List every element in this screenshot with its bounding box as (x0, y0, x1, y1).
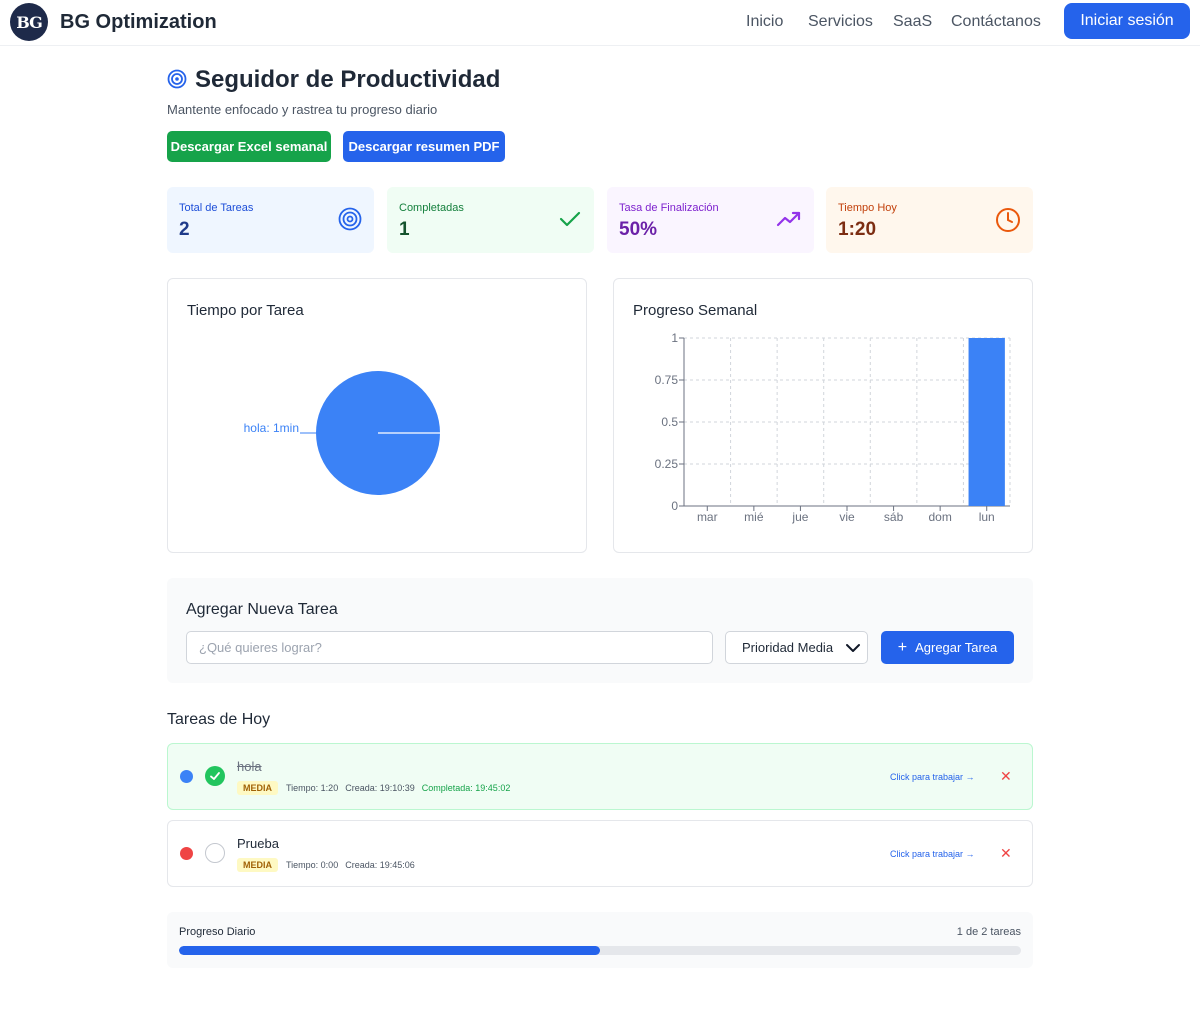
x-tick-label: dom (928, 510, 951, 524)
priority-badge: MEDIA (237, 858, 278, 872)
task-color-dot (180, 770, 193, 783)
progress-count: 1 de 2 tareas (956, 926, 1021, 938)
progress-label: Progreso Diario (179, 926, 256, 938)
pie-chart-card: Tiempo por Tarea hola: 1min (167, 278, 587, 553)
plus-icon: + (897, 638, 908, 656)
task-meta: MEDIA Tiempo: 1:20 Creada: 19:10:39 Comp… (237, 781, 517, 795)
delete-task-icon[interactable]: ✕ (1000, 845, 1012, 861)
daily-progress-card: Progreso Diario 1 de 2 tareas (167, 912, 1033, 968)
x-tick-label: mié (744, 510, 764, 524)
pie-chart-title: Tiempo por Tarea (187, 302, 304, 319)
x-tick-label: sáb (884, 510, 904, 524)
page-title: Seguidor de Productividad (195, 66, 501, 93)
bar-chart: 0 0.25 0.5 0.75 1 mar mié jue vie sáb dom lun (655, 331, 1011, 524)
x-tick-label: mar (697, 510, 718, 524)
pie-slice-label: hola: 1min (244, 421, 299, 435)
x-tick-label: jue (791, 510, 808, 524)
task-complete-toggle[interactable] (205, 766, 225, 786)
tasks-section-title: Tareas de Hoy (167, 711, 271, 728)
task-time: Tiempo: 0:00 (286, 860, 339, 870)
bar-chart-title: Progreso Semanal (633, 302, 758, 319)
nav-link-saas[interactable]: SaaS (893, 13, 933, 30)
y-tick-label: 1 (671, 331, 678, 345)
work-on-task-link[interactable]: Click para trabajar → (890, 849, 975, 859)
login-button[interactable]: Iniciar sesión (1064, 3, 1190, 39)
brand-name[interactable]: BG Optimization (60, 11, 217, 33)
task-created: Creada: 19:10:39 (345, 783, 415, 793)
pie-chart: hola: 1min (244, 371, 440, 495)
progress-fill (179, 946, 600, 955)
stat-label: Tiempo Hoy (838, 202, 897, 214)
y-tick-label: 0.5 (661, 415, 678, 429)
stat-label: Total de Tareas (179, 202, 254, 214)
clock-icon (996, 208, 1020, 232)
x-tick-label: vie (839, 510, 855, 524)
download-pdf-button[interactable]: Descargar resumen PDF (343, 131, 505, 162)
delete-task-icon[interactable]: ✕ (1000, 768, 1012, 784)
nav-link-servicios[interactable]: Servicios (808, 13, 873, 30)
task-name: Prueba (237, 836, 279, 851)
logo[interactable]: BG (10, 3, 48, 41)
add-task-card: Agregar Nueva Tarea Prioridad Media + Ag… (167, 578, 1033, 683)
target-icon (338, 207, 362, 231)
stat-value: 1 (399, 219, 410, 240)
progress-track (179, 946, 1021, 955)
task-color-dot (180, 847, 193, 860)
stat-value: 2 (179, 219, 190, 240)
work-on-task-link[interactable]: Click para trabajar → (890, 772, 975, 782)
stat-label: Tasa de Finalización (619, 202, 719, 214)
priority-badge: MEDIA (237, 781, 278, 795)
stat-card-time-today: Tiempo Hoy 1:20 (826, 187, 1033, 253)
task-meta: MEDIA Tiempo: 0:00 Creada: 19:45:06 (237, 858, 422, 872)
target-icon (167, 69, 187, 89)
task-completed-at: Completada: 19:45:02 (421, 783, 511, 793)
stat-value: 50% (619, 219, 658, 240)
task-name: hola (237, 759, 262, 774)
task-input[interactable] (186, 631, 713, 664)
y-tick-label: 0.75 (655, 373, 679, 387)
page-subtitle: Mantente enfocado y rastrea tu progreso … (167, 102, 438, 117)
chevron-down-icon (846, 644, 860, 652)
stat-card-completed: Completadas 1 (387, 187, 594, 253)
priority-selected-value: Prioridad Media (742, 640, 834, 655)
download-excel-button[interactable]: Descargar Excel semanal (167, 131, 331, 162)
task-item[interactable]: Prueba MEDIA Tiempo: 0:00 Creada: 19:45:… (167, 820, 1033, 887)
add-task-label: Agregar Tarea (915, 640, 998, 655)
priority-select[interactable]: Prioridad Media (725, 631, 868, 664)
trending-up-icon (776, 211, 801, 227)
navbar: BG BG Optimization Inicio Servicios SaaS… (0, 0, 1200, 46)
nav-link-contactanos[interactable]: Contáctanos (951, 13, 1041, 30)
task-complete-toggle[interactable] (205, 843, 225, 863)
stat-label: Completadas (399, 202, 464, 214)
bar-chart-card: Progreso Semanal 0 0.25 0.5 0.75 1 mar mié jue v… (613, 278, 1033, 553)
stat-card-total: Total de Tareas 2 (167, 187, 374, 253)
task-item[interactable]: hola MEDIA Tiempo: 1:20 Creada: 19:10:39… (167, 743, 1033, 810)
bar-lun[interactable] (968, 338, 1005, 506)
task-time: Tiempo: 1:20 (286, 783, 339, 793)
nav-link-inicio[interactable]: Inicio (746, 13, 784, 30)
x-tick-label: lun (979, 510, 995, 524)
stat-card-completion-rate: Tasa de Finalización 50% (607, 187, 814, 253)
check-icon (210, 772, 220, 780)
check-icon (559, 211, 581, 227)
stat-value: 1:20 (838, 219, 877, 240)
add-task-button[interactable]: + Agregar Tarea (881, 631, 1014, 664)
add-task-title: Agregar Nueva Tarea (186, 601, 338, 618)
y-tick-label: 0.25 (655, 457, 679, 471)
y-tick-label: 0 (671, 499, 678, 513)
task-created: Creada: 19:45:06 (345, 860, 415, 870)
